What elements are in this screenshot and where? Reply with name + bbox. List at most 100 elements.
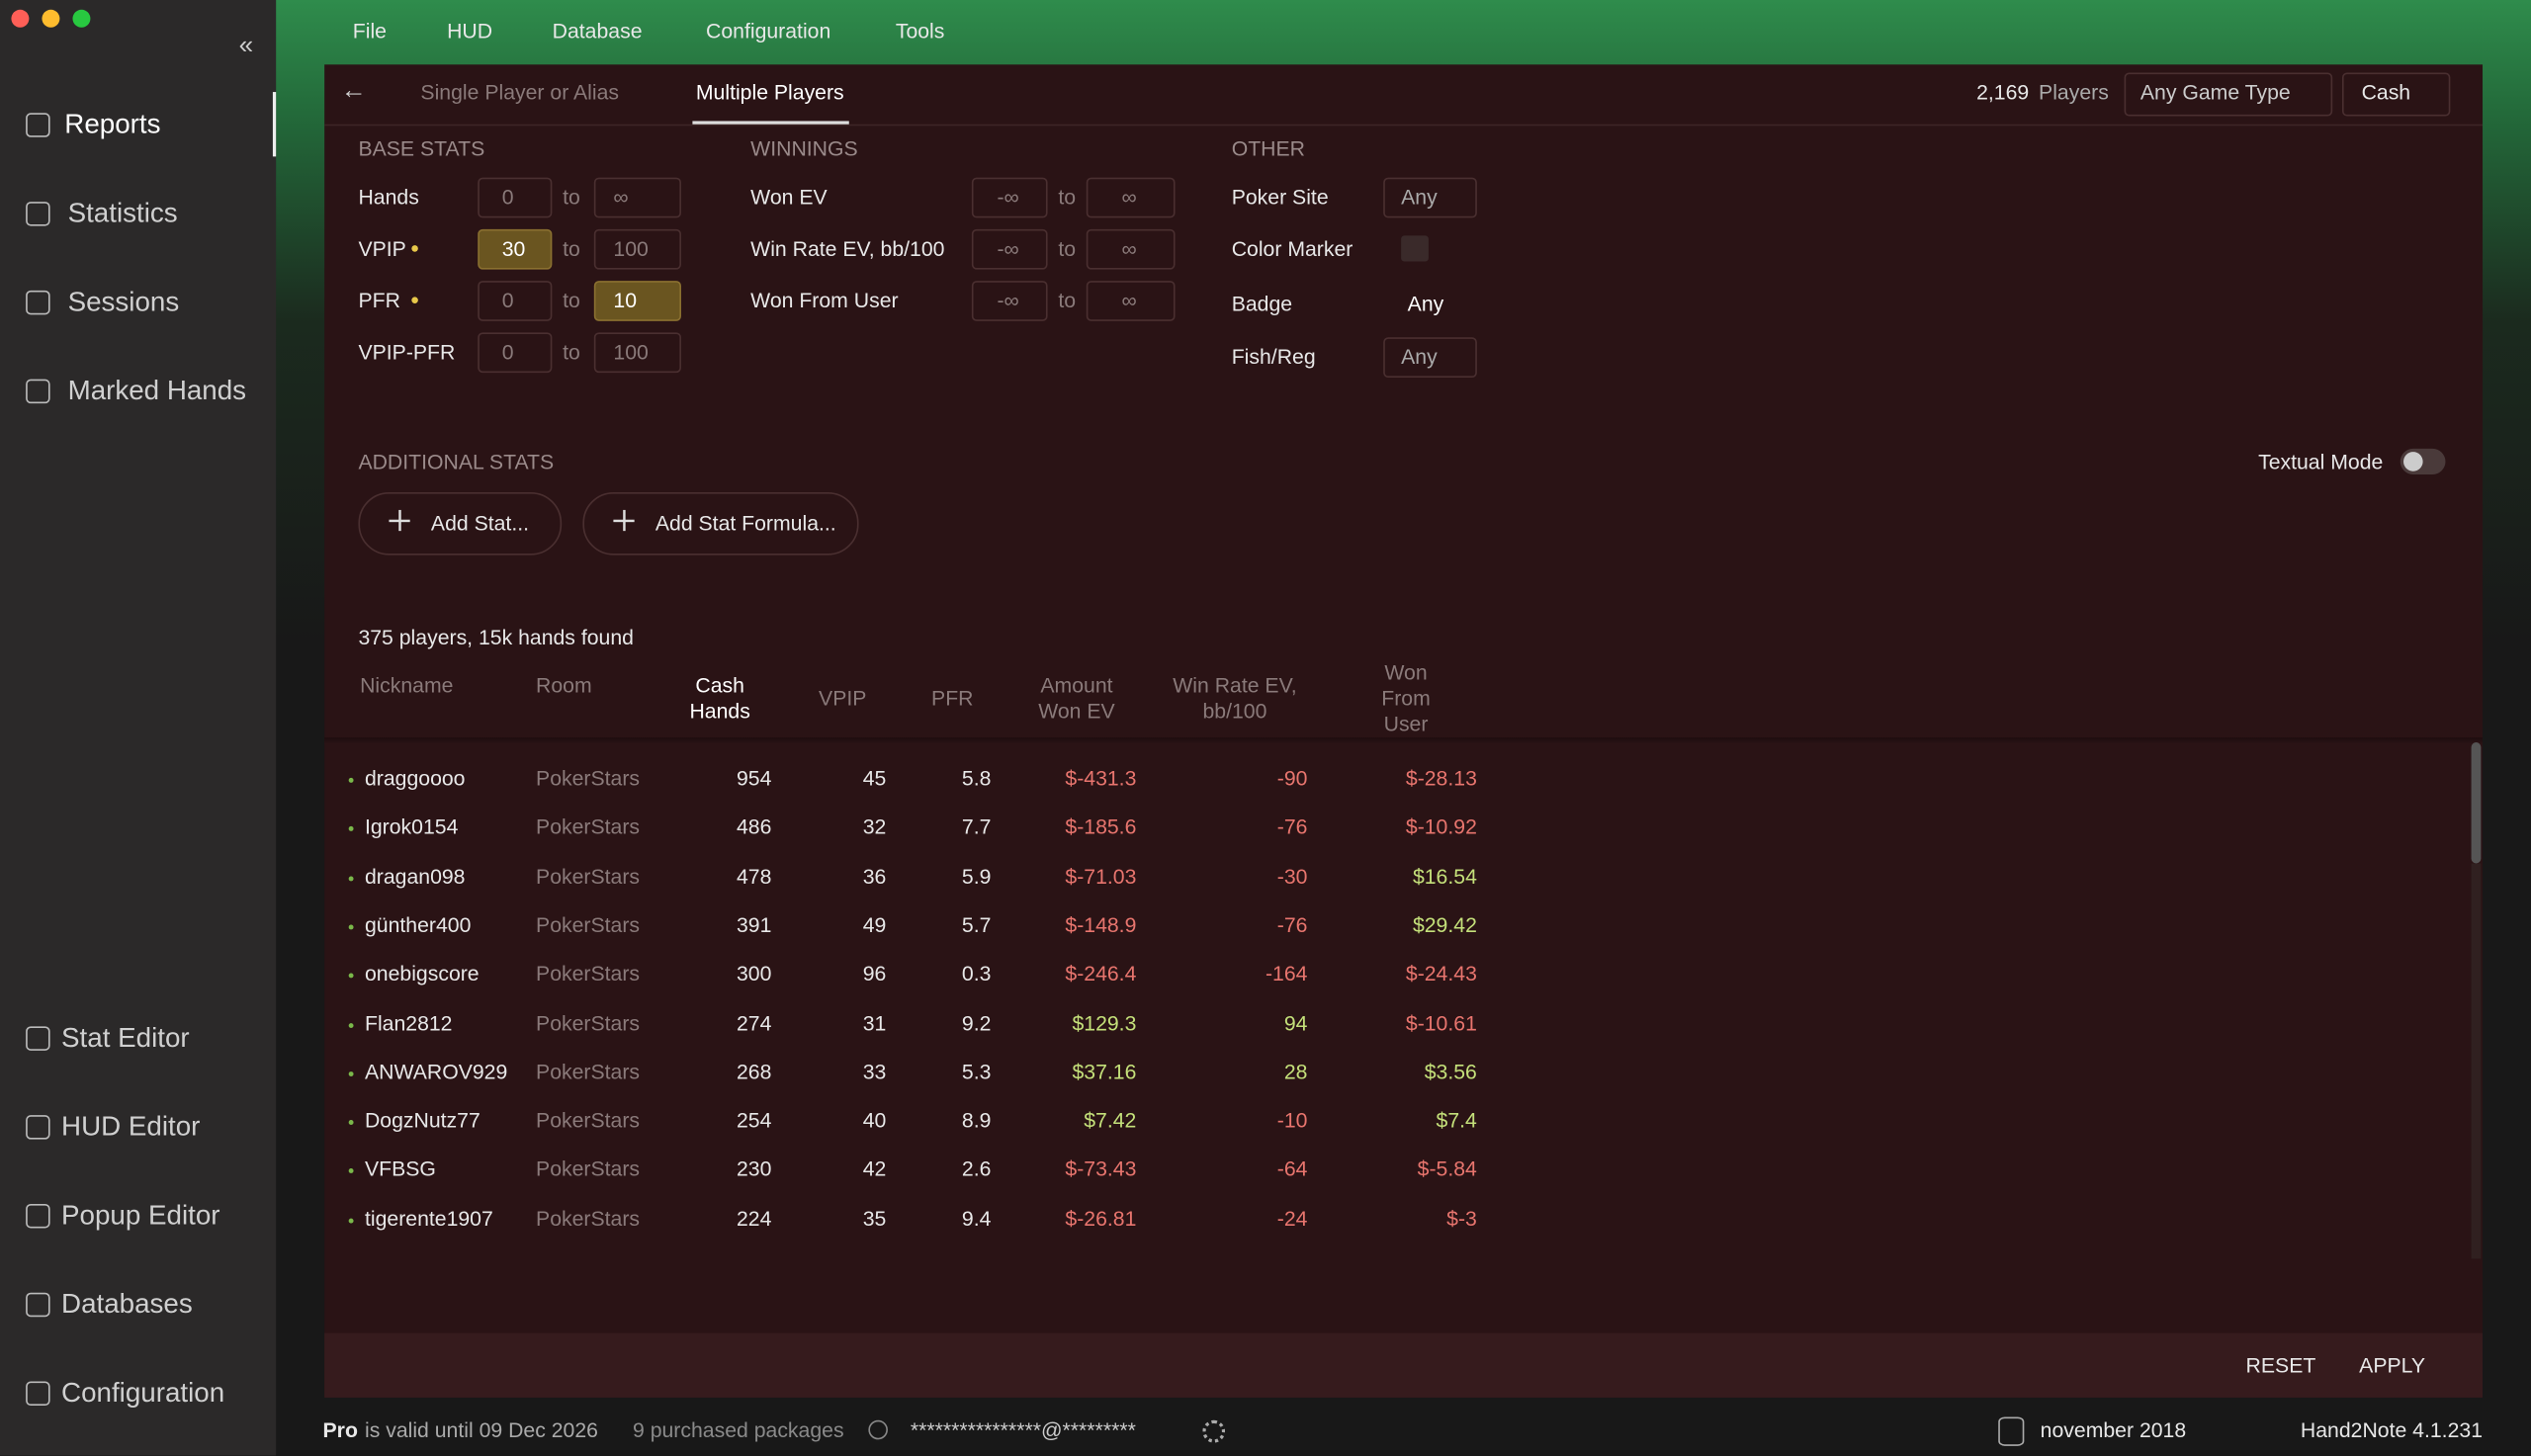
menu-item[interactable]: File: [352, 18, 387, 43]
column-header[interactable]: PFR: [931, 685, 974, 711]
back-arrow[interactable]: ←: [340, 77, 367, 106]
to-word: to: [1058, 184, 1077, 210]
reset-button[interactable]: RESET: [2245, 1352, 2316, 1378]
cell: $7.42: [1084, 1107, 1137, 1133]
input-box[interactable]: [593, 177, 681, 218]
database[interactable]: november 2018: [2040, 1417, 2187, 1442]
cell[interactable]: tigerente1907: [364, 1205, 493, 1231]
minimize-button[interactable]: [42, 9, 60, 28]
add-button-label[interactable]: Add Stat...: [430, 510, 530, 536]
cell: $-10.61: [1405, 1010, 1477, 1035]
sidebar-item[interactable]: Sessions: [67, 286, 180, 317]
color-swatch[interactable]: [1401, 235, 1429, 262]
dropdown[interactable]: [1383, 177, 1477, 218]
zoom-button[interactable]: [72, 9, 91, 28]
cell: $-246.4: [1065, 961, 1137, 986]
input-box[interactable]: [593, 228, 681, 270]
input-box[interactable]: [971, 177, 1048, 218]
toggle[interactable]: [2400, 448, 2446, 474]
menu-item[interactable]: Tools: [895, 18, 945, 43]
cell: 9.2: [961, 1010, 992, 1035]
input-to: ∞: [613, 184, 629, 210]
apply-button[interactable]: APPLY: [2359, 1352, 2426, 1378]
cell: -10: [1276, 1107, 1308, 1133]
tab[interactable]: Multiple Players: [695, 79, 844, 105]
scrollbar[interactable]: [2471, 742, 2482, 864]
filter-value[interactable]: Any: [1401, 344, 1438, 370]
sidebar-item[interactable]: Marked Hands: [67, 375, 247, 406]
sidebar-item[interactable]: Reports: [64, 109, 161, 140]
cell: PokerStars: [536, 1156, 641, 1181]
sidebar-item[interactable]: HUD Editor: [61, 1111, 201, 1143]
column-header[interactable]: Won From User: [1381, 659, 1431, 736]
add-button[interactable]: [582, 491, 859, 556]
input-box[interactable]: [1086, 228, 1176, 270]
cell: -30: [1276, 863, 1308, 889]
dropdown[interactable]: [2124, 72, 2333, 117]
sidebar-item[interactable]: Configuration: [61, 1377, 225, 1409]
cell: PokerStars: [536, 1107, 641, 1133]
filter-value[interactable]: Any: [1407, 291, 1444, 316]
sidebar-icon: [26, 1026, 50, 1051]
cell[interactable]: DogzNutz77: [364, 1107, 480, 1133]
input-box[interactable]: [478, 332, 553, 374]
mode[interactable]: Cash: [2361, 79, 2411, 105]
validity: is valid until 09 Dec 2026: [364, 1417, 598, 1442]
cell[interactable]: VFBSG: [364, 1156, 436, 1181]
cell[interactable]: draggoooo: [364, 765, 466, 791]
input-from: 0: [501, 184, 514, 210]
sidebar-item[interactable]: Popup Editor: [61, 1199, 220, 1231]
input-box[interactable]: [1086, 177, 1176, 218]
menu-item[interactable]: Database: [552, 18, 643, 43]
status-dot: [348, 777, 354, 783]
tab[interactable]: Single Player or Alias: [420, 79, 619, 105]
textual-mode: Textual Mode: [2258, 449, 2384, 474]
add-button[interactable]: [358, 491, 563, 556]
sidebar-item[interactable]: Stat Editor: [61, 1022, 190, 1054]
input-box[interactable]: [971, 281, 1048, 321]
filter-value[interactable]: Any: [1401, 184, 1438, 210]
cell[interactable]: onebigscore: [364, 961, 480, 986]
cell: 96: [862, 961, 887, 986]
status-dot: [348, 1120, 354, 1126]
menu-item[interactable]: Configuration: [706, 18, 831, 43]
gear-icon[interactable]: [1202, 1419, 1226, 1443]
sidebar-item[interactable]: Statistics: [67, 197, 178, 229]
cell[interactable]: Igrok0154: [364, 814, 459, 839]
collapse-sidebar[interactable]: «: [238, 32, 254, 60]
game-type[interactable]: Any Game Type: [2139, 79, 2291, 105]
input-box[interactable]: [593, 332, 681, 374]
filter-label: Win Rate EV, bb/100: [750, 236, 945, 261]
cell[interactable]: Flan2812: [364, 1010, 453, 1035]
input-box[interactable]: [1086, 281, 1176, 321]
column-header[interactable]: Room: [536, 672, 592, 698]
status-dot: [348, 1022, 354, 1028]
sidebar-item[interactable]: Databases: [61, 1288, 193, 1320]
column-header[interactable]: Amount Won EV: [1038, 672, 1115, 724]
input-box[interactable]: [593, 281, 681, 321]
cell[interactable]: ANWAROV929: [364, 1059, 508, 1083]
cell: 49: [862, 912, 887, 937]
dropdown[interactable]: [1383, 337, 1477, 379]
column-header[interactable]: VPIP: [819, 685, 867, 711]
input-box[interactable]: [478, 177, 553, 218]
close-button[interactable]: [11, 9, 30, 28]
cell: 9.4: [961, 1205, 992, 1231]
input-box[interactable]: [478, 281, 553, 321]
cell: $-3: [1446, 1205, 1477, 1231]
input-box[interactable]: [478, 228, 553, 270]
menu-item[interactable]: HUD: [447, 18, 493, 43]
cell[interactable]: günther400: [364, 912, 472, 937]
cell: $-28.13: [1405, 765, 1477, 791]
cell: PokerStars: [536, 1059, 641, 1083]
column-header[interactable]: Nickname: [360, 672, 454, 698]
add-button-label[interactable]: Add Stat Formula...: [655, 510, 836, 536]
cell: 5.3: [961, 1059, 992, 1083]
column-header[interactable]: Cash Hands: [689, 672, 750, 724]
cell: $3.56: [1424, 1059, 1477, 1083]
cell[interactable]: dragan098: [364, 863, 466, 889]
cell: $16.54: [1412, 863, 1477, 889]
dropdown[interactable]: [2341, 72, 2451, 117]
input-box[interactable]: [971, 228, 1048, 270]
column-header[interactable]: Win Rate EV, bb/100: [1173, 672, 1297, 724]
